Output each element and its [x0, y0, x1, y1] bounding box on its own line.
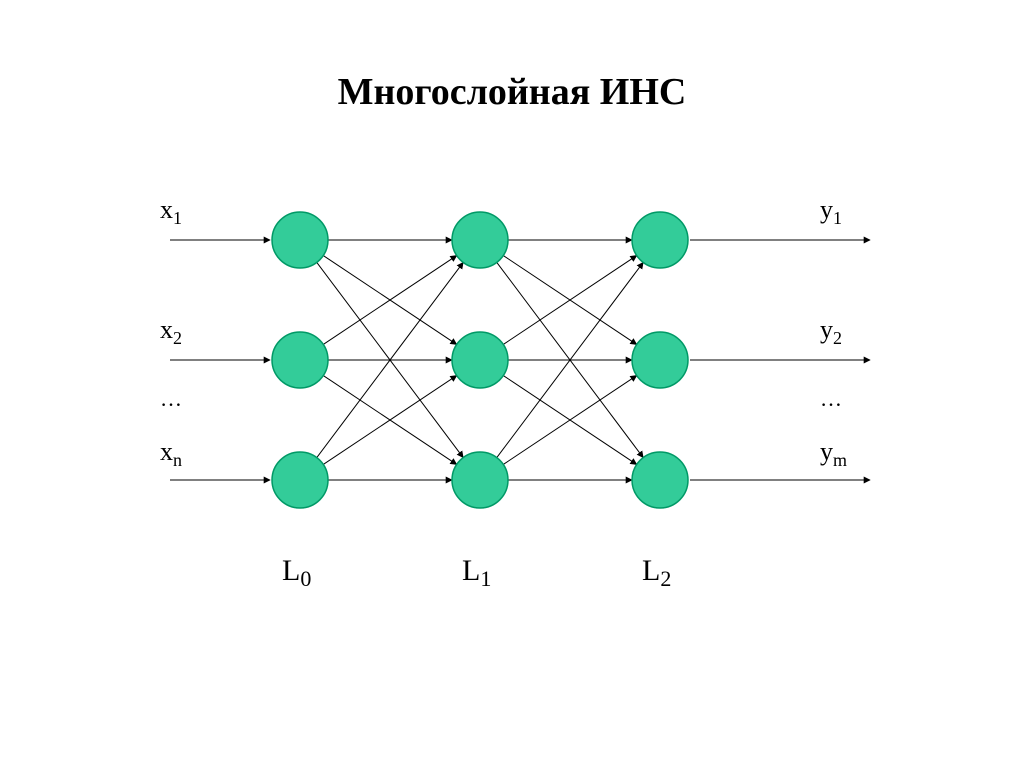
input-label: xn	[160, 437, 182, 470]
input-label: x2	[160, 315, 182, 348]
layer-label: L0	[282, 554, 311, 591]
neuron-node	[452, 452, 508, 508]
output-label: y2	[820, 315, 842, 348]
output-label: ym	[820, 437, 847, 470]
layer-label: L1	[462, 554, 491, 591]
neuron-node	[632, 332, 688, 388]
output-label: y1	[820, 195, 842, 228]
neuron-node	[632, 452, 688, 508]
network-diagram: x1 x2 … xn y1 y2 … ym L0 L1 L2	[0, 0, 1024, 767]
neuron-node	[272, 452, 328, 508]
neuron-node	[452, 212, 508, 268]
neuron-node	[272, 332, 328, 388]
neuron-node	[452, 332, 508, 388]
layer-label: L2	[642, 554, 671, 591]
input-label: x1	[160, 195, 182, 228]
input-ellipsis: …	[160, 386, 182, 411]
neuron-node	[272, 212, 328, 268]
neuron-node	[632, 212, 688, 268]
output-ellipsis: …	[820, 386, 842, 411]
